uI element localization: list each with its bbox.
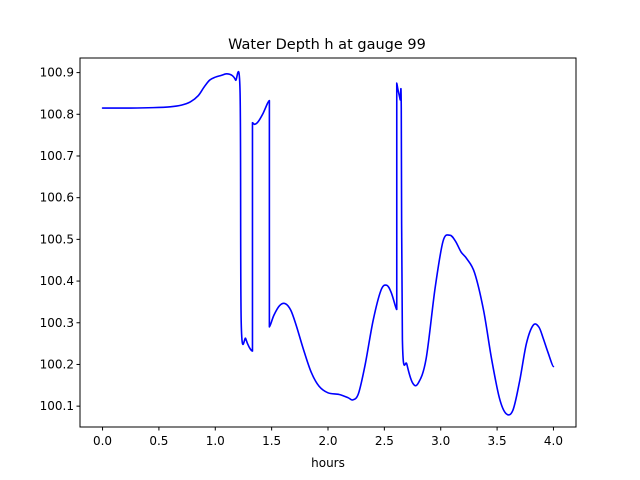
y-tick-label: 100.1 xyxy=(40,399,74,413)
x-tick-label: 0.0 xyxy=(93,434,112,448)
y-tick-label: 100.2 xyxy=(40,357,74,371)
x-axis: 0.0 0.5 1.0 1.5 2.0 2.5 3.0 3.5 4.0 xyxy=(93,427,563,448)
chart-title: Water Depth h at gauge 99 xyxy=(228,37,426,53)
y-axis: 100.1 100.2 100.3 100.4 100.5 100.6 100.7 100.8… xyxy=(40,66,80,413)
x-tick-label: 3.0 xyxy=(431,434,450,448)
y-tick-label: 100.3 xyxy=(40,316,74,330)
y-tick-label: 100.7 xyxy=(40,149,74,163)
x-tick-label: 1.5 xyxy=(262,434,281,448)
series-line xyxy=(101,70,555,416)
y-tick-label: 100.9 xyxy=(40,66,74,80)
plot-marks xyxy=(101,70,555,416)
x-tick-label: 2.5 xyxy=(375,434,394,448)
x-tick-label: 2.0 xyxy=(318,434,337,448)
y-tick-label: 100.8 xyxy=(40,107,74,121)
plot-frame xyxy=(79,57,577,428)
y-tick-label: 100.6 xyxy=(40,191,74,205)
y-tick-label: 100.4 xyxy=(40,274,74,288)
x-tick-label: 1.0 xyxy=(206,434,225,448)
x-tick-label: 4.0 xyxy=(544,434,563,448)
x-tick-label: 0.5 xyxy=(149,434,168,448)
x-axis-title: hours xyxy=(311,456,345,470)
x-tick-label: 3.5 xyxy=(488,434,507,448)
y-tick-label: 100.5 xyxy=(40,232,74,246)
